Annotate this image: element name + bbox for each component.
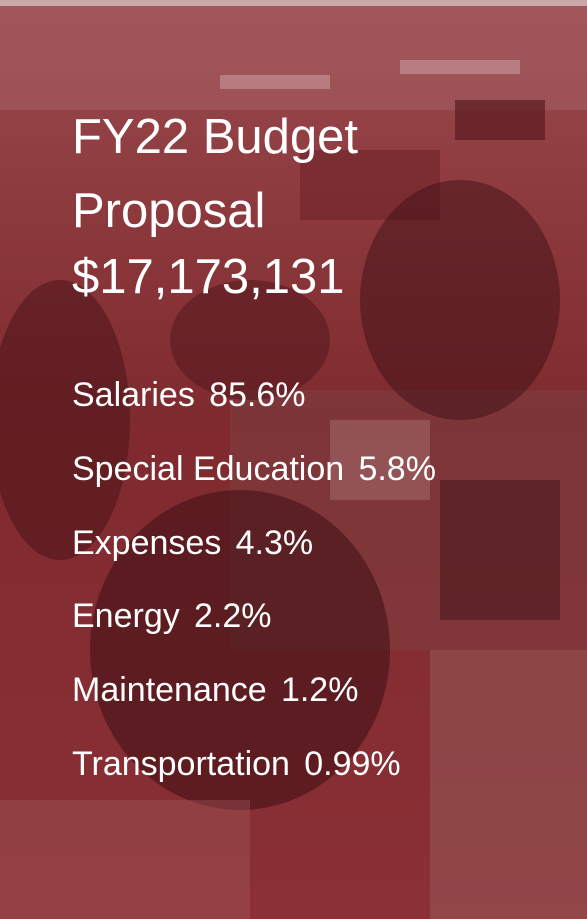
item-share: 2.2% [194,597,272,636]
budget-item: Salaries 85.6% [72,378,306,412]
budget-item: Energy 2.2% [72,599,272,633]
item-name: Special Education [72,449,345,488]
budget-item: Expenses 4.3% [72,526,313,560]
item-name: Transportation [72,745,290,783]
item-share: 85.6% [209,376,306,414]
item-name: Salaries [72,376,195,414]
item-share: 4.3% [235,523,314,562]
item-share: 0.99% [304,745,401,783]
budget-item: Transportation 0.99% [72,747,401,781]
item-share: 1.2% [280,671,359,710]
item-name: Energy [72,597,180,636]
title-line: FY22 Budget [72,110,359,164]
title-line: $17,173,131 [72,250,345,304]
item-name: Expenses [72,523,222,562]
budget-item: Maintenance 1.2% [72,673,358,707]
title-line: Proposal [72,184,266,238]
budget-item: Special Education 5.8% [72,452,436,486]
item-share: 5.8% [358,449,436,488]
item-name: Maintenance [72,671,267,710]
